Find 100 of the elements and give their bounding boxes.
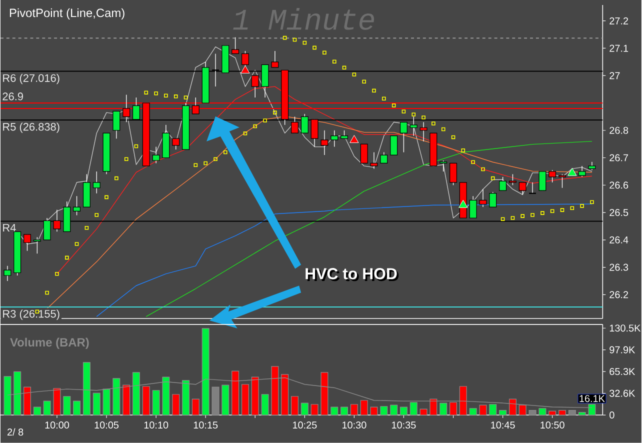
point [382,96,386,101]
candlestick [518,182,526,196]
x-tick-label: 10:25 [292,422,317,429]
point [184,96,188,100]
point [590,200,594,204]
point [471,160,475,164]
bar [420,408,428,416]
point [392,104,396,108]
point [441,127,446,132]
bar [92,392,100,416]
bar [578,412,586,416]
candlestick [508,174,516,186]
x-tick-label: 10:15 [194,422,218,429]
candlestick [440,160,448,172]
point [500,217,505,222]
bar [330,406,338,416]
candlestick [479,188,487,208]
point [74,242,79,246]
bar [290,396,299,416]
point [94,213,99,217]
x-tick-label: 10:05 [94,422,119,429]
point [540,211,544,215]
candlestick [320,130,328,156]
candlestick [390,136,398,156]
point [302,40,307,45]
point [560,208,564,212]
text: 2/ 8 [7,428,24,436]
bar [548,410,556,416]
x-tick-label: 10:10 [144,422,168,429]
candlestick [172,138,180,150]
bar [479,404,487,416]
point [481,167,485,172]
candlestick [232,36,240,54]
bar [261,394,269,416]
point [104,195,108,200]
ref-line-label: R5 (26.838) [3,122,60,133]
bar [310,404,318,416]
data-label: 16.1K [580,395,605,402]
ref-line-label: R3 (26.155) [3,310,60,320]
bar [172,394,180,416]
ref-line-label: R6 (27.016) [3,74,60,84]
point [65,256,69,260]
ref-line-label: R4 [3,224,16,232]
point [458,200,468,208]
x-tick-label: 10:50 [540,422,564,429]
candlestick [73,196,81,216]
point [510,216,515,220]
point [204,161,208,166]
candlestick [370,152,378,170]
candlestick [271,50,279,68]
line-series [146,141,592,317]
point [550,209,554,214]
candlestick [360,144,368,164]
line-series [96,204,592,317]
point [520,214,524,218]
y-tick-label: 27.1 [610,44,628,52]
point [350,135,359,144]
point [134,144,138,148]
point [114,176,118,180]
y-tick-label: 26.2 [610,291,628,298]
bar [400,406,408,416]
point [174,94,178,98]
point [490,176,495,180]
y-tick-label: 26.6 [610,182,628,189]
point [530,213,534,217]
candlestick [489,192,497,208]
bar [152,390,160,416]
bar [33,406,41,416]
candlestick [330,130,338,148]
x-tick-label: 10:45 [491,422,515,429]
bar [350,404,358,416]
candlestick [92,171,100,194]
point [84,226,89,230]
y-tick-label: 0 [610,412,614,419]
point [568,168,577,176]
bar [63,396,71,416]
bar [73,400,81,416]
bar [568,410,576,416]
text: Volume (BAR) [10,338,89,349]
y-tick-label: 26.8 [610,126,628,134]
candlestick [24,234,32,252]
point [362,80,366,84]
y-tick-label: 65.3K [610,368,636,376]
bar [370,406,378,416]
point [570,206,574,210]
point [412,112,416,116]
x-tick-label: 10:35 [392,422,416,429]
bar [469,408,477,416]
y-tick-label: 130.5K [610,324,641,332]
point [263,118,267,122]
point [312,46,316,50]
candlestick [499,176,507,192]
bar [390,404,398,416]
bar [340,406,348,416]
point [55,272,59,276]
y-tick-label: 27.2 [610,17,628,24]
point [432,122,436,126]
bar [43,400,51,416]
y-tick-label: 26.3 [610,264,628,271]
x-tick-label: 10:30 [342,422,366,429]
